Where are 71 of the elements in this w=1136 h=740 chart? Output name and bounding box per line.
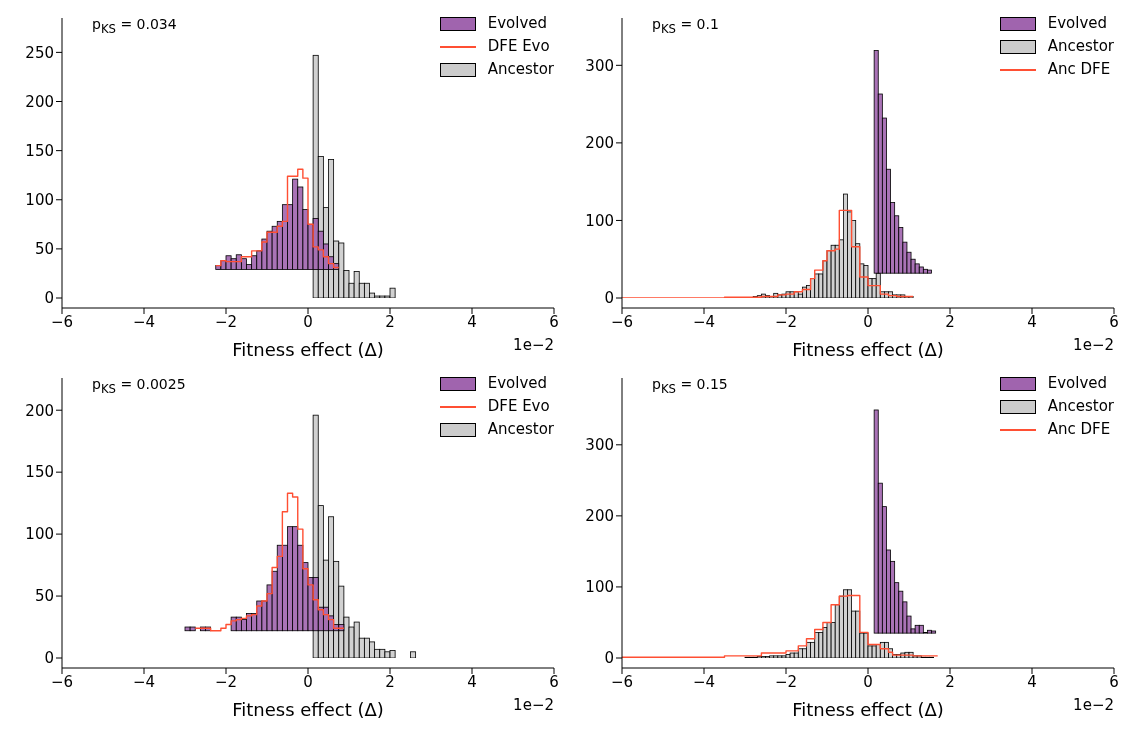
x-axis-title: Fitness effect (Δ) (232, 699, 384, 720)
legend-label: Evolved (487, 13, 548, 34)
x-axis-title: Fitness effect (Δ) (792, 699, 944, 720)
x-tick-label: −4 (692, 312, 716, 331)
x-tick-label: 2 (385, 672, 395, 691)
x-tick-label: −2 (774, 672, 798, 691)
x-tick-label: −6 (50, 312, 74, 331)
annotation: p$_{KS}$ = 0.1 (652, 16, 719, 36)
x-tick-label: 6 (1109, 672, 1119, 691)
y-tick-label: 100 (585, 211, 614, 230)
legend-label: Ancestor (487, 419, 554, 440)
x-tick-label: −2 (774, 312, 798, 331)
legend-label: Anc DFE (1047, 59, 1111, 80)
x-tick-label: 2 (945, 672, 955, 691)
legend-label: Anc DFE (1047, 419, 1111, 440)
text: 1e−2 (1073, 696, 1114, 714)
x-tick-label: −2 (214, 312, 238, 331)
annotation: p$_{KS}$ = 0.0025 (92, 376, 186, 396)
y-tick-label: 0 (44, 649, 54, 668)
legend-label: DFE Evo (487, 396, 550, 417)
y-tick-label: 150 (25, 141, 54, 160)
x-axis-title: Fitness effect (Δ) (792, 339, 944, 360)
x-tick-label: −4 (132, 672, 156, 691)
y-tick-label: 100 (585, 578, 614, 597)
text: 1e−2 (1073, 336, 1114, 354)
annotation: p$_{KS}$ = 0.034 (92, 16, 177, 36)
x-tick-label: −2 (214, 672, 238, 691)
x-tick-label: 4 (467, 672, 477, 691)
y-tick-label: 200 (25, 92, 54, 111)
x-tick-label: 6 (1109, 312, 1119, 331)
y-tick-label: 0 (44, 289, 54, 308)
y-tick-label: 50 (34, 240, 54, 259)
y-tick-label: 150 (25, 463, 54, 482)
x-tick-label: −4 (132, 312, 156, 331)
legend-label: Ancestor (487, 59, 554, 80)
y-tick-label: 100 (25, 191, 54, 210)
x-tick-label: −6 (610, 312, 634, 331)
legend-label: Evolved (487, 373, 548, 394)
legend-label: Ancestor (1047, 36, 1114, 57)
x-tick-label: 0 (303, 312, 313, 331)
x-tick-label: 4 (467, 312, 477, 331)
x-tick-label: −6 (50, 672, 74, 691)
legend-label: Evolved (1047, 13, 1108, 34)
y-tick-label: 0 (604, 289, 614, 308)
x-tick-label: −4 (692, 672, 716, 691)
legend-label: Ancestor (1047, 396, 1114, 417)
y-tick-label: 250 (25, 43, 54, 62)
x-tick-label: 6 (549, 312, 559, 331)
x-tick-label: 0 (863, 312, 873, 331)
y-tick-label: 100 (25, 525, 54, 544)
y-tick-label: 50 (34, 587, 54, 606)
y-tick-label: 200 (585, 507, 614, 526)
text: 1e−2 (513, 696, 554, 714)
x-tick-label: 2 (385, 312, 395, 331)
y-tick-label: 300 (585, 436, 614, 455)
y-tick-label: 300 (585, 56, 614, 75)
x-axis-title: Fitness effect (Δ) (232, 339, 384, 360)
annotation: p$_{KS}$ = 0.15 (652, 376, 728, 396)
x-tick-label: 6 (549, 672, 559, 691)
legend-label: DFE Evo (487, 36, 550, 57)
x-tick-label: 0 (303, 672, 313, 691)
y-tick-label: 200 (585, 134, 614, 153)
x-tick-label: 4 (1027, 312, 1037, 331)
legend-label: Evolved (1047, 373, 1108, 394)
x-tick-label: 4 (1027, 672, 1037, 691)
x-tick-label: −6 (610, 672, 634, 691)
x-tick-label: 2 (945, 312, 955, 331)
y-tick-label: 200 (25, 401, 54, 420)
x-tick-label: 0 (863, 672, 873, 691)
y-tick-label: 0 (604, 649, 614, 668)
text: 1e−2 (513, 336, 554, 354)
